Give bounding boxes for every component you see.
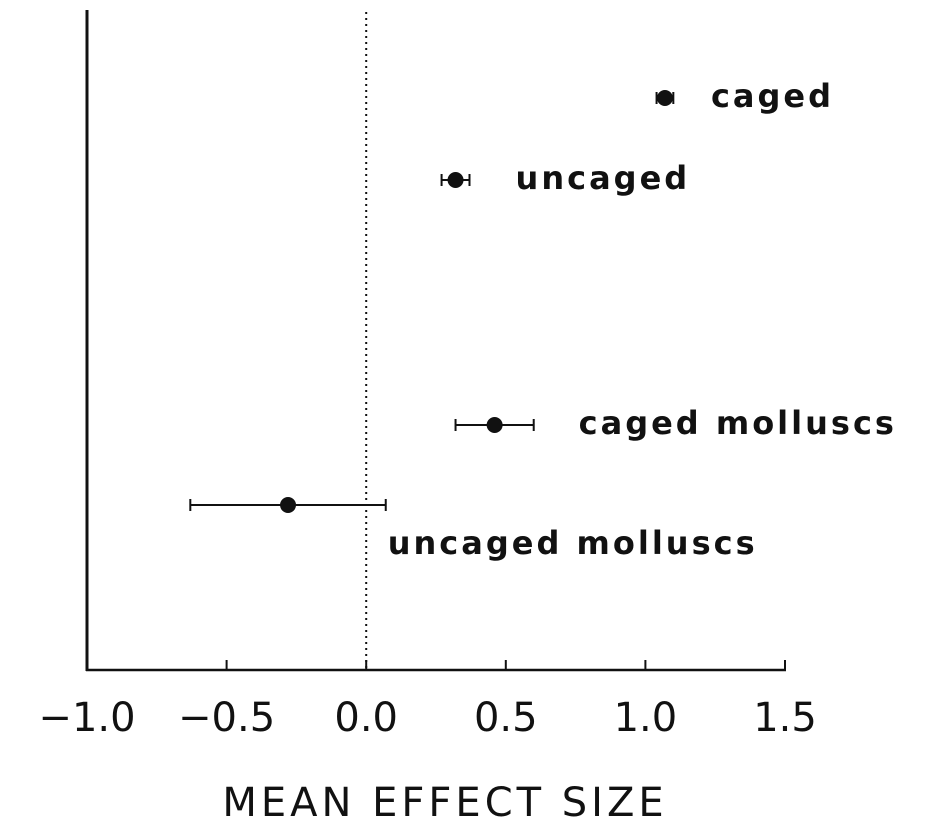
x-tick-label: 1.0	[614, 695, 678, 741]
x-tick-label: −1.0	[38, 695, 135, 741]
x-axis-label: MEAN EFFECT SIZE	[222, 780, 667, 826]
x-tick-label: 0.0	[334, 695, 398, 741]
point-label: uncaged	[516, 159, 691, 197]
point	[447, 172, 464, 188]
point	[486, 417, 503, 433]
x-tick-label: 1.5	[753, 695, 817, 741]
x-tick-label: 0.5	[474, 695, 538, 741]
point	[656, 90, 673, 106]
x-tick-label: −0.5	[178, 695, 275, 741]
point	[280, 497, 297, 513]
point-label: caged	[711, 77, 834, 115]
point-label: uncaged molluscs	[388, 524, 758, 562]
point-label: caged molluscs	[579, 404, 897, 442]
